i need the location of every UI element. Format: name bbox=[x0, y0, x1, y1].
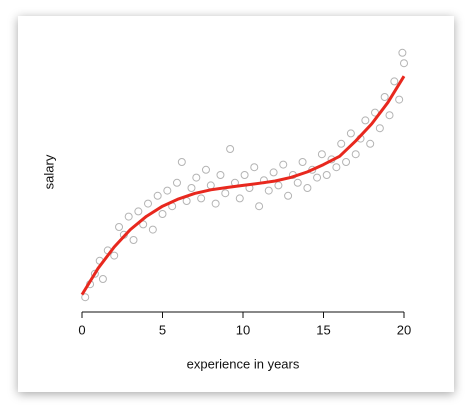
point bbox=[177, 158, 186, 166]
x-tick-label: 5 bbox=[159, 322, 166, 337]
point bbox=[240, 171, 249, 179]
point bbox=[172, 178, 181, 187]
point bbox=[158, 210, 167, 218]
point bbox=[81, 293, 90, 302]
point bbox=[274, 181, 283, 190]
point bbox=[192, 173, 201, 182]
point bbox=[235, 194, 244, 203]
point bbox=[375, 124, 384, 133]
point bbox=[380, 93, 389, 101]
x-tick-label: 20 bbox=[397, 322, 411, 337]
point bbox=[148, 225, 157, 234]
point bbox=[398, 48, 407, 57]
point bbox=[390, 77, 399, 86]
point bbox=[221, 189, 230, 198]
point bbox=[400, 59, 408, 68]
card bbox=[18, 16, 454, 392]
point bbox=[110, 251, 119, 260]
point bbox=[366, 139, 375, 148]
point bbox=[124, 212, 133, 221]
point bbox=[395, 95, 404, 104]
point bbox=[144, 199, 153, 208]
point bbox=[332, 163, 341, 172]
point bbox=[317, 150, 326, 159]
point bbox=[115, 223, 124, 231]
point bbox=[385, 111, 394, 120]
point bbox=[216, 171, 225, 179]
x-tick-label: 10 bbox=[236, 322, 250, 337]
point bbox=[303, 184, 312, 192]
x-tick-label: 15 bbox=[316, 322, 330, 337]
point bbox=[163, 186, 172, 195]
point bbox=[269, 168, 278, 177]
point bbox=[322, 171, 331, 179]
point bbox=[293, 178, 302, 187]
point bbox=[279, 160, 288, 169]
point bbox=[201, 165, 210, 174]
point bbox=[255, 202, 264, 211]
point bbox=[342, 158, 351, 166]
point bbox=[264, 186, 273, 195]
point bbox=[90, 269, 99, 278]
point bbox=[351, 150, 360, 159]
point bbox=[346, 129, 355, 138]
point bbox=[298, 158, 307, 166]
y-axis-label: salary bbox=[41, 154, 56, 189]
point bbox=[337, 139, 346, 148]
point bbox=[129, 236, 138, 244]
point bbox=[197, 194, 206, 203]
x-axis-label: experience in years bbox=[187, 356, 300, 371]
point bbox=[134, 207, 143, 216]
point bbox=[211, 199, 220, 208]
point bbox=[187, 184, 196, 192]
x-tick-label: 0 bbox=[78, 322, 85, 337]
fit-line bbox=[80, 75, 406, 296]
point bbox=[361, 116, 370, 125]
point bbox=[226, 145, 235, 153]
point bbox=[284, 191, 293, 200]
point bbox=[313, 173, 322, 182]
point bbox=[153, 191, 162, 200]
point bbox=[98, 275, 107, 283]
point bbox=[250, 163, 259, 172]
